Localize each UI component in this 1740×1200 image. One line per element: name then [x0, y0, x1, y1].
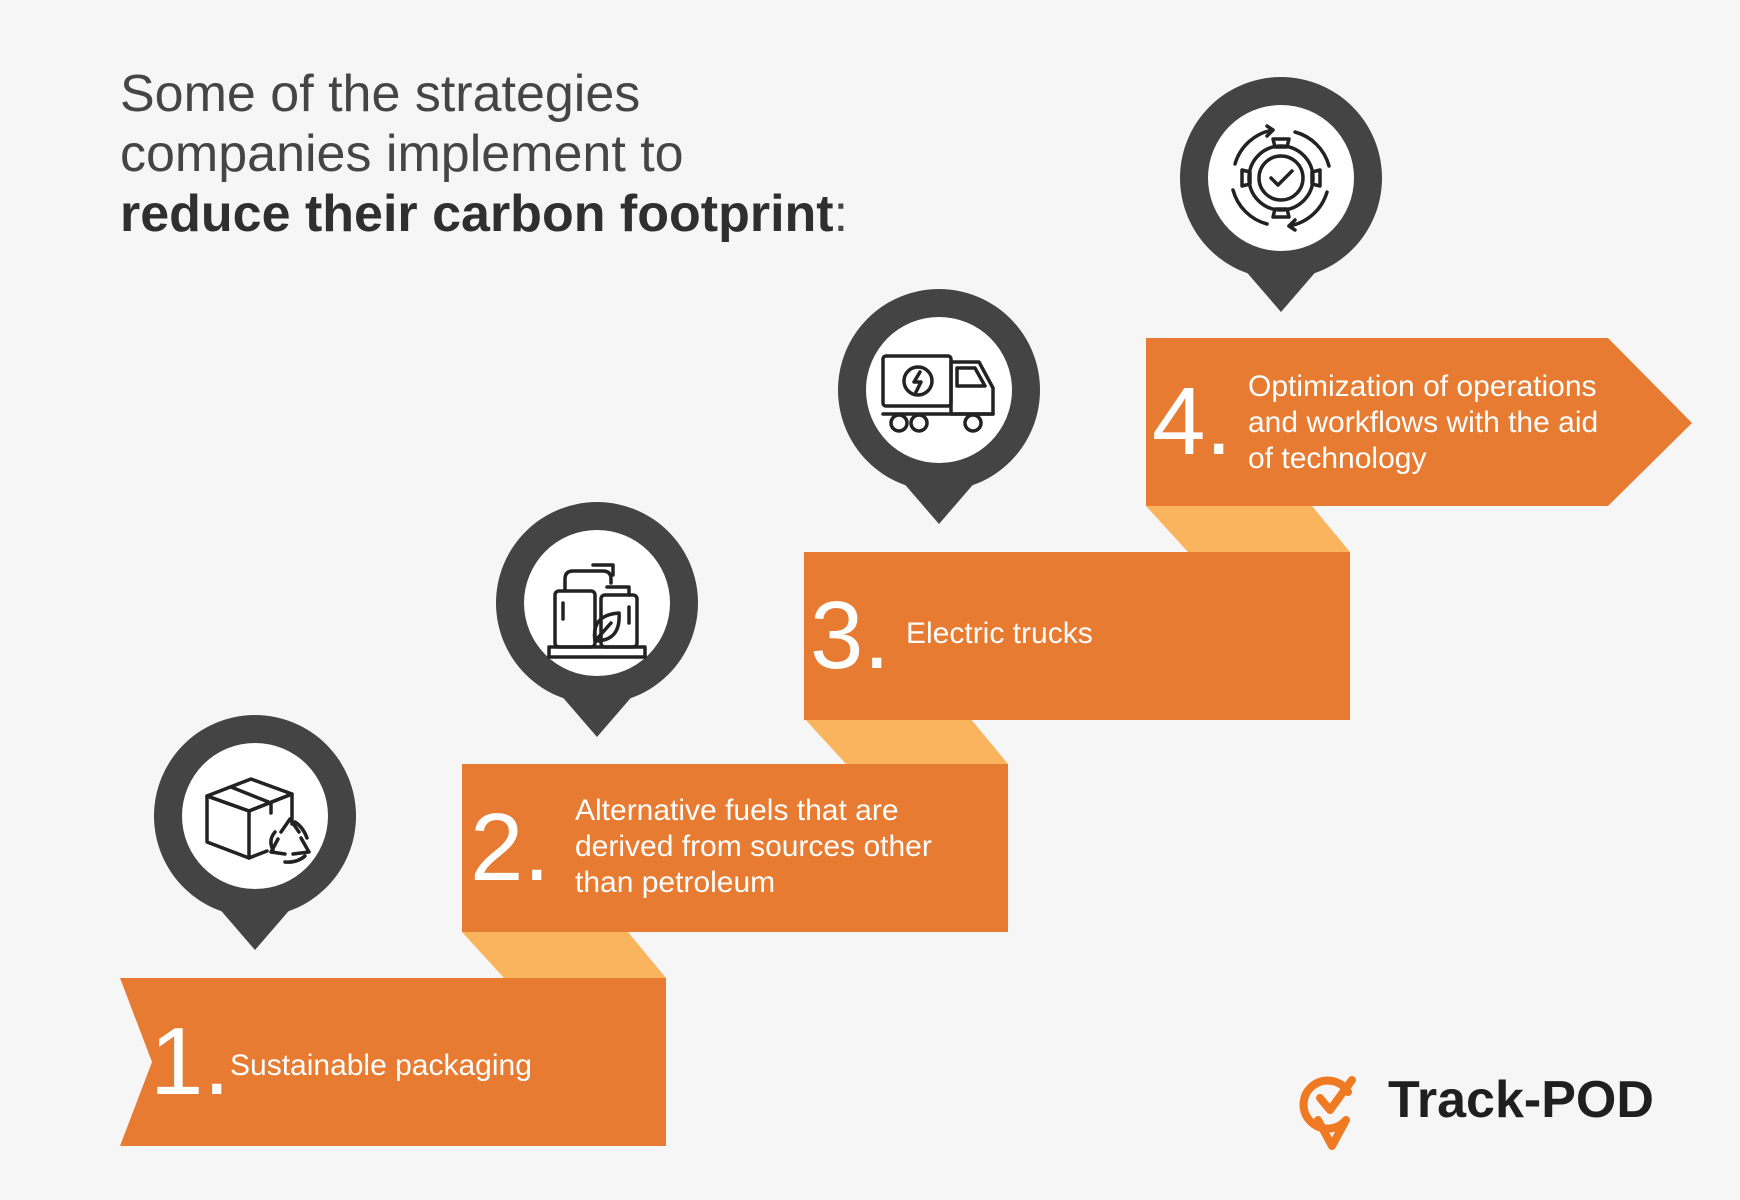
brand-logo-text: Track-POD: [1388, 1071, 1654, 1129]
fold-connector-2-3: [804, 718, 1008, 764]
step-4-ribbon: [1146, 338, 1692, 506]
step-2-number: 2.: [470, 794, 551, 901]
step-1-number: 1.: [150, 1008, 231, 1115]
title-line-1: Some of the strategies: [120, 65, 641, 123]
step-3-text: Electric trucks: [906, 617, 1093, 650]
title-line-3-suffix: :: [833, 185, 849, 243]
step-3-ribbon: [804, 552, 1350, 720]
step-1-ribbon: [120, 978, 666, 1146]
fold-connector-3-4: [1146, 506, 1350, 552]
fold-connector-1-2: [462, 932, 666, 978]
step-2-text: Alternative fuels that are derived from …: [575, 794, 932, 899]
checkmark-pin-logo-icon: [1299, 1076, 1356, 1150]
title-line-2: companies implement to: [120, 125, 684, 183]
pin-marker-3: [838, 289, 1040, 524]
pin-marker-1: [154, 715, 356, 950]
step-2-ribbon: [462, 764, 1008, 932]
title-line-3-bold: reduce their carbon footprint: [120, 185, 834, 243]
step-3-number: 3.: [810, 582, 891, 689]
step-4-text: Optimization of operations and workflows…: [1248, 370, 1599, 475]
step-1-text: Sustainable packaging: [230, 1049, 532, 1082]
electric-truck-icon: [881, 354, 995, 433]
infographic-title: Some of the strategies companies impleme…: [120, 64, 1020, 244]
gear-check-cycle-icon: [1231, 124, 1331, 232]
step-4-number: 4.: [1152, 368, 1233, 475]
pin-marker-4: [1180, 77, 1382, 312]
recycled-box-icon: [205, 777, 311, 864]
pin-marker-2: [496, 502, 698, 737]
biofuel-tank-icon: [547, 563, 647, 659]
